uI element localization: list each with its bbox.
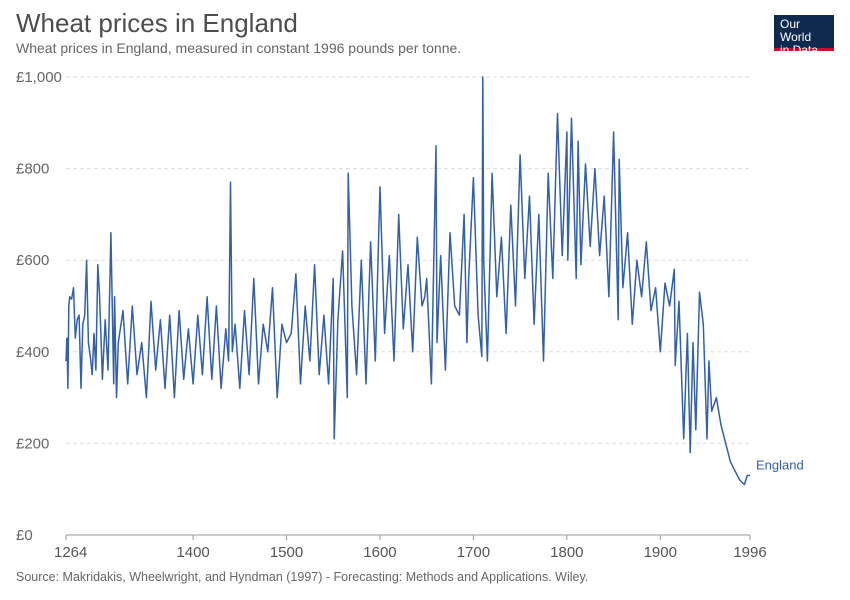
x-tick-label: 1700 [457, 544, 490, 561]
grid-lines [66, 76, 750, 444]
x-tick-label: 1600 [363, 544, 396, 561]
x-tick-label: 1500 [270, 544, 303, 561]
x-axis-ticks: 1264 1400 1500 1600 1700 1800 1900 1996 [54, 535, 767, 561]
chart-title: Wheat prices in England [16, 8, 298, 38]
y-tick-label: £0 [16, 527, 33, 544]
logo-line-2: in Data [780, 43, 819, 57]
y-tick-label: £600 [16, 252, 49, 269]
owid-logo[interactable]: Our World in Data [774, 15, 834, 57]
source-note: Source: Makridakis, Wheelwright, and Hyn… [16, 570, 589, 584]
x-tick-label: 1800 [550, 544, 583, 561]
x-tick-label: 1264 [54, 544, 87, 561]
y-tick-label: £400 [16, 344, 49, 361]
x-tick-label: 1996 [733, 544, 766, 561]
y-tick-label: £800 [16, 161, 49, 178]
series-line-england[interactable] [65, 76, 750, 486]
y-axis-ticks: £0 £200 £400 £600 £800 £1,000 [16, 69, 62, 544]
y-tick-label: £200 [16, 435, 49, 452]
logo-line-1: Our World [780, 17, 812, 44]
x-tick-label: 1900 [644, 544, 677, 561]
x-tick-label: 1400 [176, 544, 209, 561]
y-tick-label: £1,000 [16, 69, 62, 86]
chart-subtitle: Wheat prices in England, measured in con… [16, 40, 462, 56]
series-label-england[interactable]: England [756, 457, 804, 472]
